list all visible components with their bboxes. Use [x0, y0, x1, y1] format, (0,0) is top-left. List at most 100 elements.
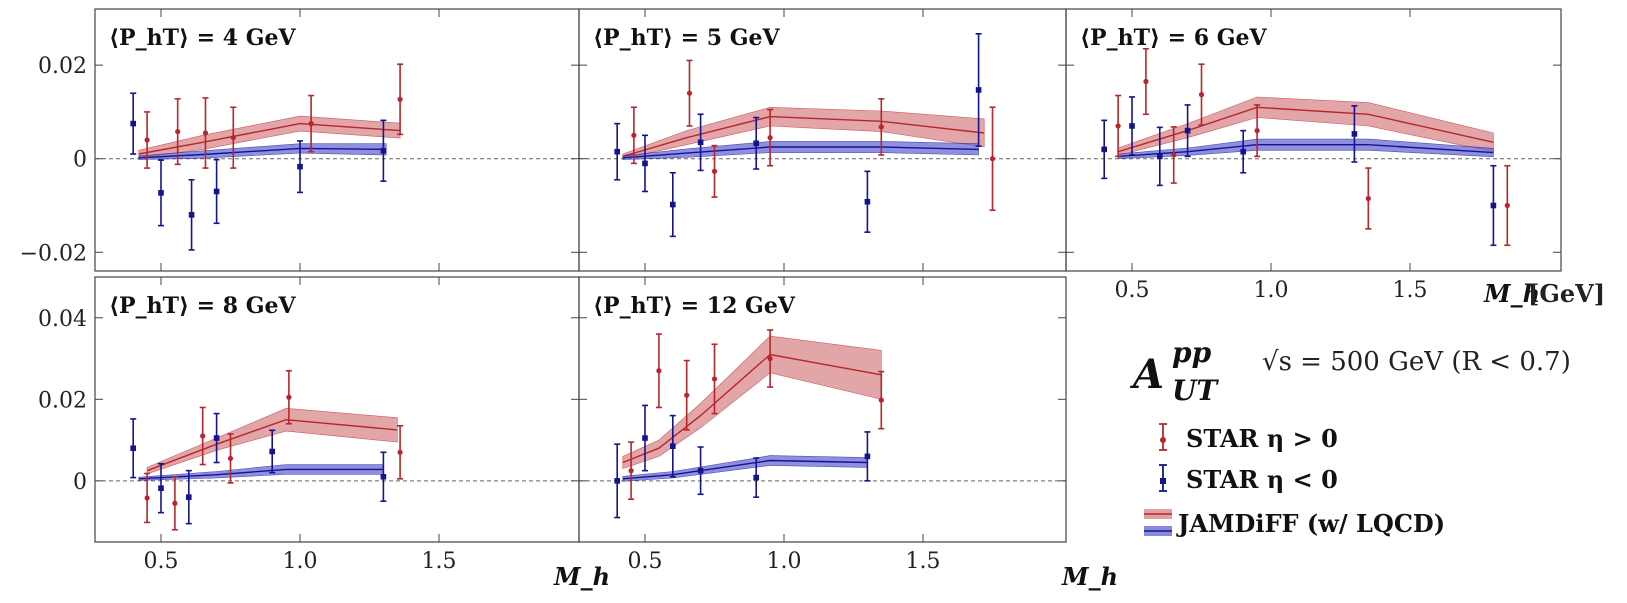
data-point-red	[397, 449, 403, 455]
y-tick-label: 0.04	[38, 307, 87, 332]
legend-label-star-eta-pos: STAR η > 0	[1186, 424, 1338, 453]
data-point-blue	[269, 448, 275, 455]
data-point-blue	[130, 120, 136, 127]
data-point-blue	[188, 212, 195, 218]
x-tick-label: 0.5	[1115, 278, 1150, 303]
data-point-blue	[753, 474, 759, 481]
y-tick-label: 0.02	[38, 388, 87, 413]
data-point-blue	[158, 485, 164, 491]
legend-label-jamdiff: JAMDiFF (w/ LQCD)	[1176, 509, 1445, 538]
data-point-blue	[1101, 146, 1107, 153]
x-axis-label-left: M_h	[553, 562, 610, 591]
legend-item-star-eta-pos: STAR η > 0	[1159, 423, 1338, 453]
panel-title: ⟨P_hT⟩ = 6 GeV	[1080, 25, 1268, 51]
panel-4: 0.5 1.0 1.5 0.04 0.02 0 ⟨P_hT⟩ = 8 GeV	[38, 276, 580, 574]
panel-plot-area	[579, 32, 1066, 238]
data-point-red	[286, 394, 292, 400]
band-red	[622, 335, 882, 470]
data-point-red	[878, 124, 884, 130]
data-point-red	[767, 135, 773, 141]
x-axis-unit-top: [GeV]	[1528, 279, 1605, 308]
data-point-red	[1171, 152, 1177, 158]
data-point-red	[1365, 195, 1371, 202]
data-point-red	[684, 392, 690, 398]
data-point-blue	[864, 198, 871, 205]
data-point-blue	[158, 190, 164, 196]
data-point-red	[656, 368, 662, 374]
panel-5: 0.5 1.0 1.5 ⟨P_hT⟩ = 12 GeV	[578, 276, 1067, 574]
x-tick-label: 0.5	[144, 549, 179, 574]
energy-label: √s = 500 GeV (R < 0.7)	[1262, 347, 1571, 377]
data-point-red	[172, 500, 178, 506]
data-point-blue	[670, 443, 676, 449]
data-point-red	[631, 132, 637, 138]
observable-subscript: UT	[1172, 374, 1219, 407]
data-point-blue	[642, 435, 648, 441]
data-point-blue	[213, 435, 220, 441]
panel-title: ⟨P_hT⟩ = 4 GeV	[109, 25, 297, 51]
panel-title: ⟨P_hT⟩ = 8 GeV	[109, 293, 297, 319]
data-point-red	[686, 90, 693, 96]
y-tick-label: −0.02	[20, 241, 87, 266]
x-tick-label: 1.0	[767, 549, 802, 574]
panel-plot-area	[1066, 47, 1561, 247]
data-point-blue	[864, 453, 871, 460]
x-axis-label-right: M_h	[1061, 562, 1118, 591]
data-point-blue	[1351, 131, 1358, 137]
band-blue	[1117, 138, 1494, 160]
panel-title: ⟨P_hT⟩ = 12 GeV	[593, 293, 796, 319]
data-point-red	[1504, 202, 1510, 209]
data-point-red	[767, 355, 773, 362]
band-center-blue	[622, 459, 868, 480]
legend: STAR η > 0 STAR η < 0 JAMDiFF (w/ LQCD)	[1144, 423, 1445, 538]
data-point-red	[989, 156, 996, 162]
data-point-blue	[297, 163, 303, 170]
data-point-blue	[614, 478, 620, 484]
x-axis-label-top: M_h	[1483, 279, 1540, 308]
data-point-red	[308, 121, 314, 127]
data-point-blue	[380, 473, 387, 480]
data-point-blue	[697, 467, 704, 474]
data-point-blue	[1157, 153, 1163, 160]
band-center-blue	[138, 147, 387, 159]
data-point-blue	[670, 201, 676, 208]
observable-label: A pp UT √s = 500 GeV (R < 0.7)	[1129, 336, 1571, 407]
panel-1: 0.02 0 −0.02 ⟨P_hT⟩ = 4 GeV	[20, 8, 580, 272]
data-point-red	[1143, 78, 1149, 85]
data-point-blue	[614, 148, 620, 155]
x-tick-label: 1.5	[906, 549, 941, 574]
x-tick-label: 1.5	[1393, 278, 1428, 303]
panel-frame	[1065, 8, 1562, 272]
data-point-red	[1254, 128, 1260, 134]
band-blue	[622, 455, 868, 482]
observable-superscript: pp	[1172, 336, 1212, 369]
band-center-red	[622, 353, 882, 464]
panel-title: ⟨P_hT⟩ = 5 GeV	[593, 25, 781, 51]
data-point-red	[230, 135, 236, 141]
band-blue	[622, 141, 979, 160]
data-point-blue	[1184, 127, 1191, 134]
data-point-red	[1115, 123, 1121, 129]
observable-main: A	[1129, 351, 1164, 398]
x-tick-label: 0.5	[628, 549, 663, 574]
y-tick-label: 0	[73, 470, 87, 495]
data-point-red	[878, 397, 884, 403]
data-point-blue	[130, 445, 136, 452]
legend-item-star-eta-neg: STAR η < 0	[1159, 464, 1338, 494]
panel-plot-area	[579, 329, 1066, 519]
band-center-red	[146, 418, 398, 472]
data-point-blue	[1240, 148, 1246, 155]
data-point-red	[144, 495, 150, 501]
data-point-red	[200, 433, 206, 439]
data-point-red	[711, 376, 718, 382]
x-tick-label: 1.5	[422, 549, 457, 574]
data-point-red	[1198, 92, 1205, 98]
panels: 0.02 0 −0.02 ⟨P_hT⟩ = 4 GeV ⟨P_hT⟩ = 5 GeV 0.…	[20, 8, 1562, 574]
panel-plot-area	[95, 63, 579, 251]
y-tick-label: 0.02	[38, 54, 87, 79]
band-red	[622, 106, 985, 160]
legend-item-jamdiff: JAMDiFF (w/ LQCD)	[1144, 509, 1445, 538]
data-point-red	[628, 468, 634, 474]
x-tick-label: 1.0	[283, 549, 318, 574]
data-point-red	[397, 96, 403, 102]
